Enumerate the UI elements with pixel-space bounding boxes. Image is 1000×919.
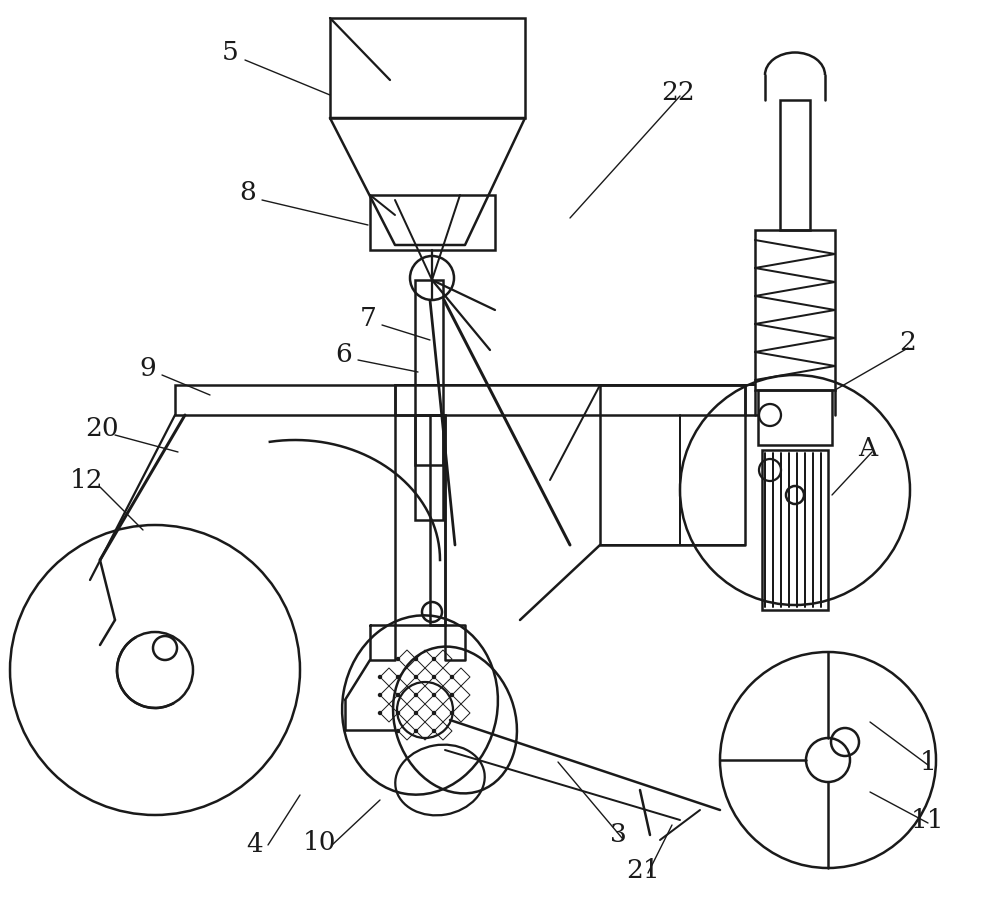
Circle shape xyxy=(450,675,454,678)
Bar xyxy=(175,385,395,415)
Text: 3: 3 xyxy=(610,823,626,847)
Bar xyxy=(780,100,810,230)
Bar xyxy=(762,450,828,610)
Text: 5: 5 xyxy=(222,40,238,64)
Bar xyxy=(415,280,443,520)
Text: 22: 22 xyxy=(661,80,695,105)
Circle shape xyxy=(432,657,436,661)
Circle shape xyxy=(432,675,436,678)
Circle shape xyxy=(415,711,418,714)
Circle shape xyxy=(396,730,400,732)
Text: 8: 8 xyxy=(240,179,256,205)
Circle shape xyxy=(415,694,418,697)
Circle shape xyxy=(378,711,382,714)
Bar xyxy=(395,415,445,625)
Bar xyxy=(395,385,745,415)
Circle shape xyxy=(450,711,454,714)
Bar xyxy=(370,195,495,250)
Text: A: A xyxy=(858,436,878,460)
Circle shape xyxy=(432,694,436,697)
Text: 7: 7 xyxy=(360,305,376,331)
Circle shape xyxy=(396,711,400,714)
Bar xyxy=(755,230,835,390)
Circle shape xyxy=(432,711,436,714)
Circle shape xyxy=(378,694,382,697)
Text: 10: 10 xyxy=(303,831,337,856)
Circle shape xyxy=(415,657,418,661)
Text: 12: 12 xyxy=(70,468,104,493)
Bar xyxy=(430,415,445,625)
Circle shape xyxy=(415,675,418,678)
Text: 1: 1 xyxy=(920,750,936,775)
Bar xyxy=(415,415,443,465)
Bar xyxy=(330,18,525,118)
Circle shape xyxy=(396,675,400,678)
Text: 9: 9 xyxy=(140,356,156,380)
Circle shape xyxy=(396,694,400,697)
Circle shape xyxy=(432,730,436,732)
Text: 11: 11 xyxy=(911,808,945,833)
Text: 20: 20 xyxy=(85,415,119,440)
Text: 6: 6 xyxy=(336,343,352,368)
Text: 21: 21 xyxy=(626,857,660,882)
Circle shape xyxy=(415,730,418,732)
Text: 4: 4 xyxy=(247,833,263,857)
Circle shape xyxy=(450,694,454,697)
Bar xyxy=(758,390,832,445)
Text: 2: 2 xyxy=(900,330,916,355)
Circle shape xyxy=(396,657,400,661)
Circle shape xyxy=(378,675,382,678)
